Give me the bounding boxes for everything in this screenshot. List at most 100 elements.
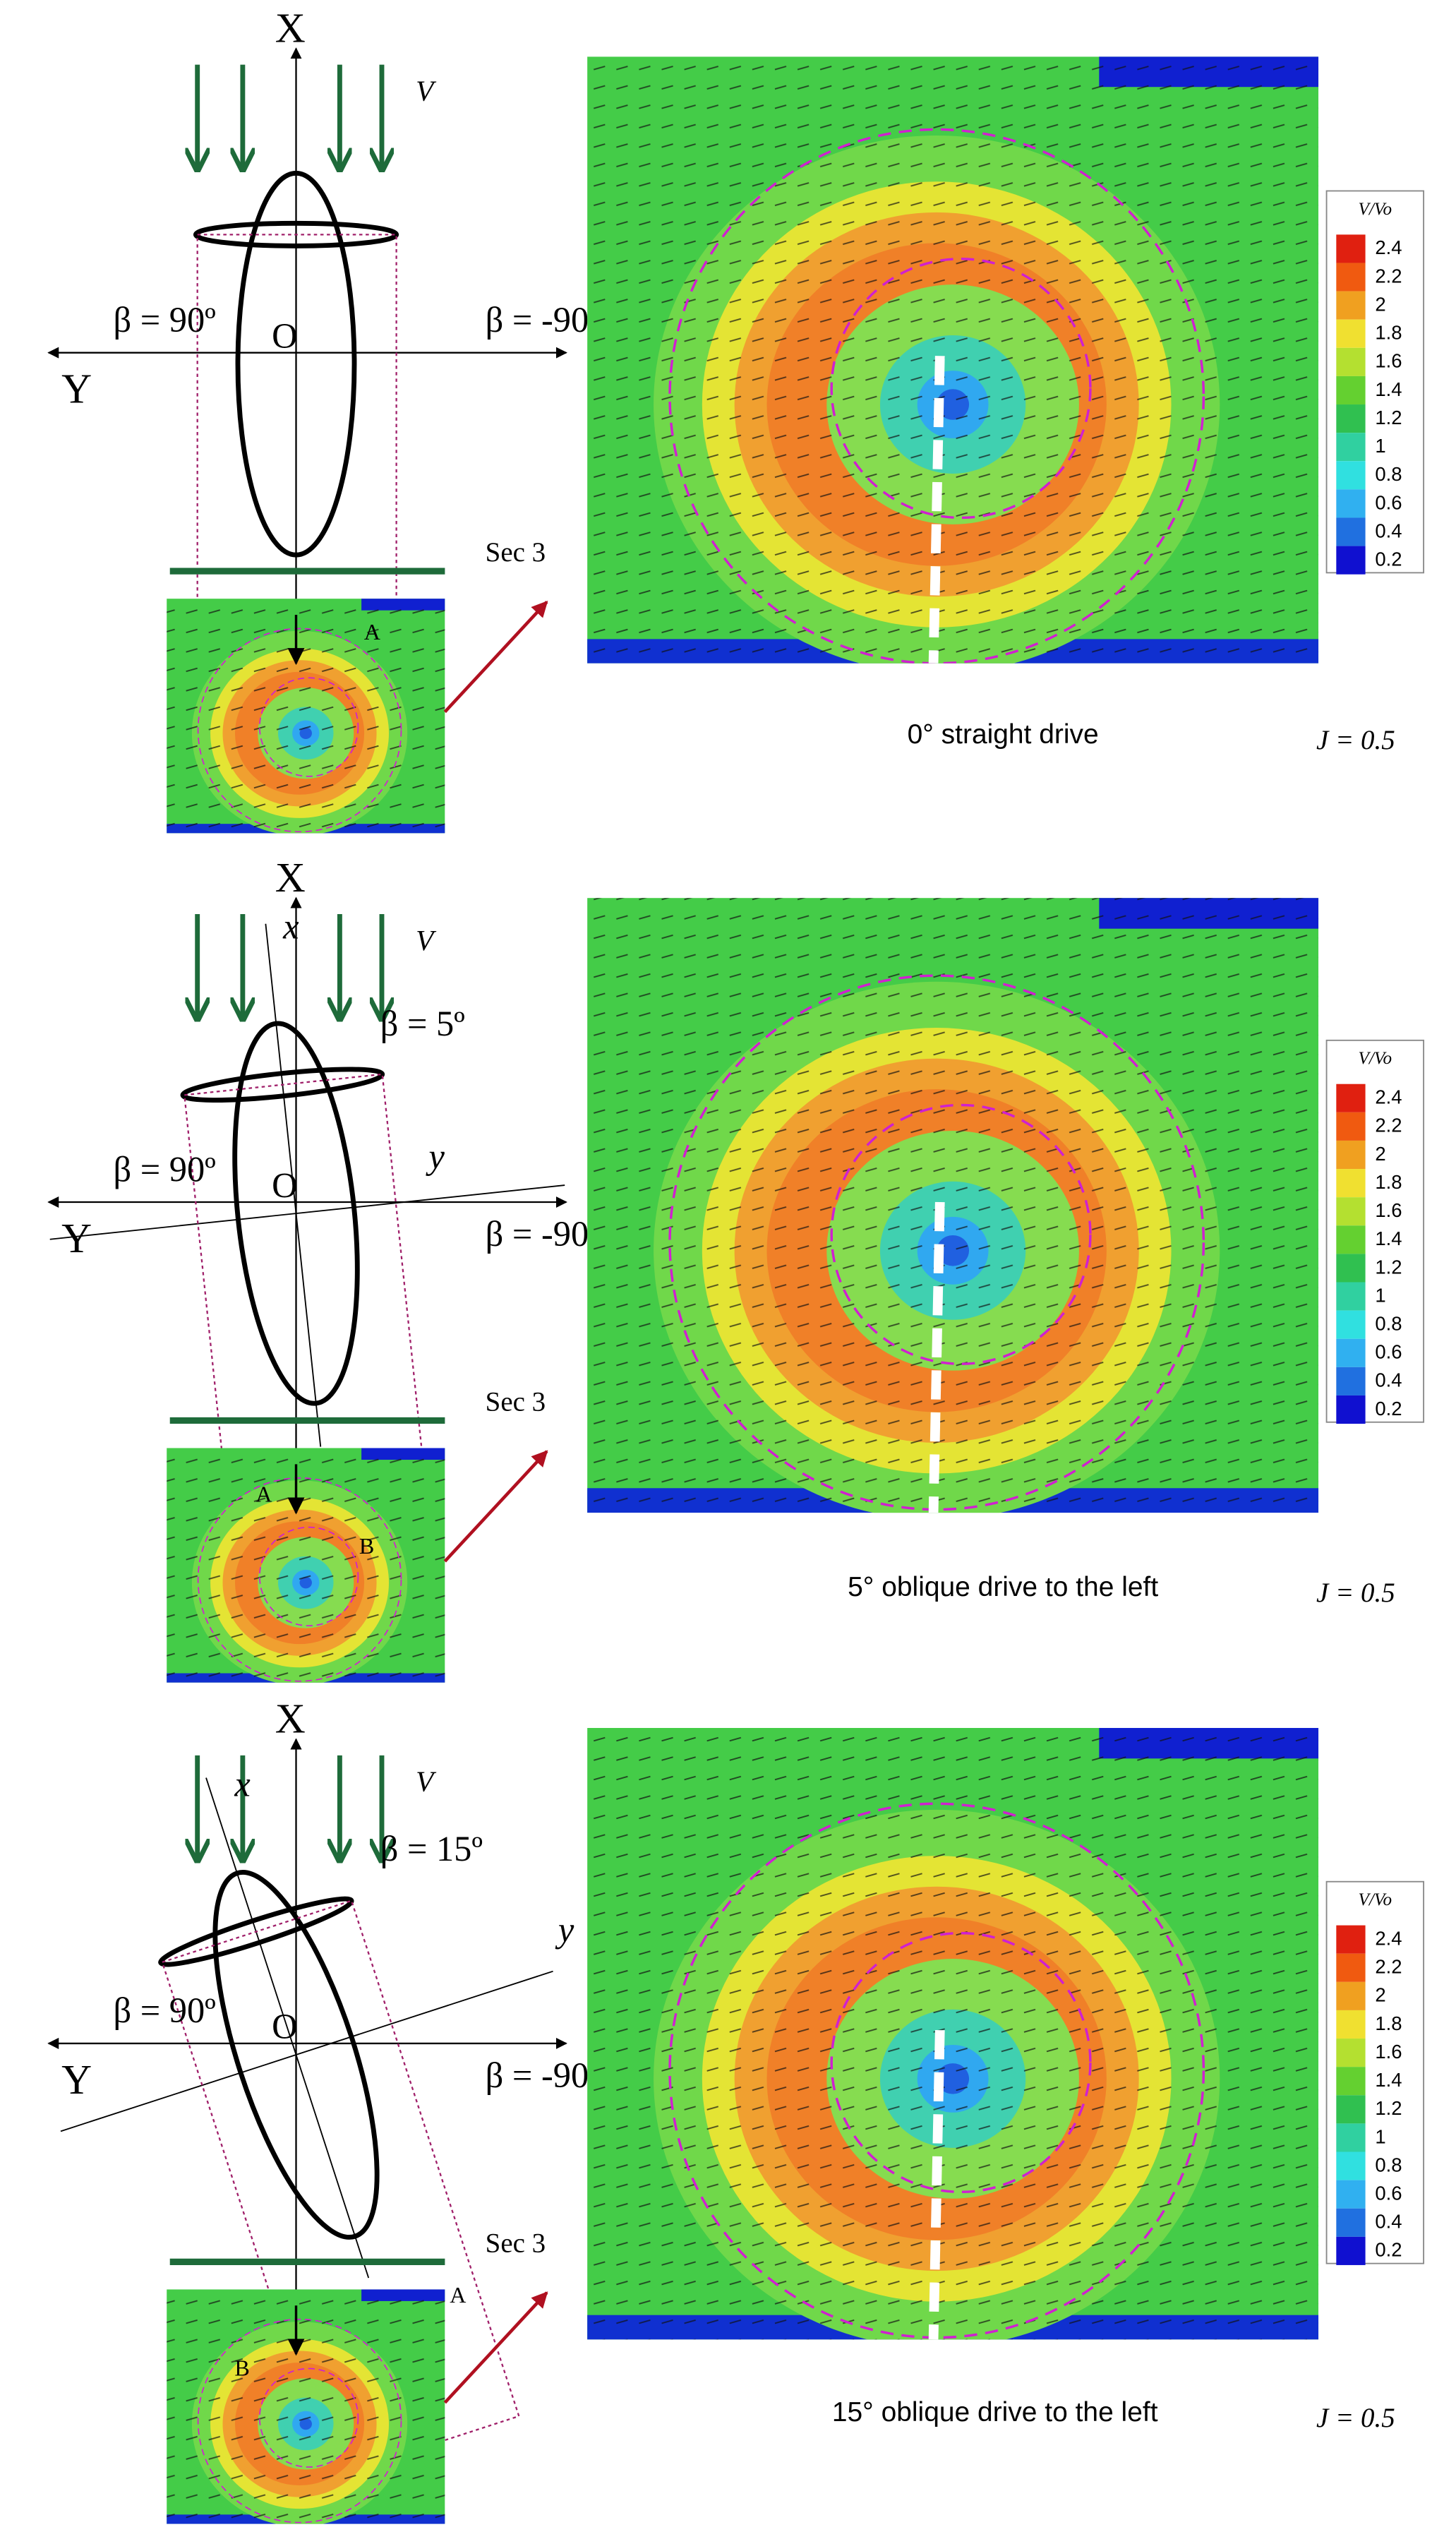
- advance-ratio: J = 0.5: [1316, 725, 1395, 755]
- colorbar-swatch: [1336, 2208, 1366, 2237]
- contour-map: [167, 2289, 445, 2524]
- point-label: A: [450, 2282, 466, 2307]
- hull-outline: [232, 1021, 360, 1406]
- dashed-ring: [830, 1931, 1092, 2194]
- panel: X Y V Oβ = 90º β = -90º x y β = 15º Sec 3 A B V/Vo 2…: [47, 1695, 1425, 2524]
- section-label: Sec 3: [486, 2228, 546, 2258]
- colorbar-tick: 2: [1375, 1984, 1385, 2006]
- beta-heading: β = 15º: [380, 1829, 483, 1868]
- colorbar-tick: 0.4: [1375, 2211, 1402, 2233]
- colorbar-tick: 1.4: [1375, 1228, 1402, 1249]
- dashed-ring: [668, 974, 1205, 1511]
- colorbar-tick: 0.8: [1375, 463, 1402, 485]
- colorbar-tick: 1.8: [1375, 322, 1402, 344]
- colorbar-tick: 1.8: [1375, 1171, 1402, 1193]
- colorbar-title: V/Vo: [1359, 1049, 1392, 1068]
- hull-outline: [235, 170, 357, 558]
- zoom-arrow: [443, 2291, 548, 2404]
- vectors: [167, 1448, 445, 1683]
- axis-x-label: X: [275, 1695, 306, 1742]
- colorbar-tick: 2.4: [1375, 1927, 1402, 1949]
- colorbar-tick: 2: [1375, 1143, 1385, 1165]
- axis-y-label: Y: [61, 2056, 92, 2103]
- hull: [193, 73, 399, 778]
- point-label: B: [359, 1533, 374, 1559]
- beta-left: β = 90º: [114, 1991, 216, 2030]
- colorbar-swatch: [1336, 1112, 1366, 1141]
- colorbar-swatch: [1336, 1953, 1366, 1982]
- colorbar-swatch: [1336, 2123, 1366, 2152]
- caption: 15° oblique drive to the left: [832, 2397, 1158, 2427]
- section-label: Sec 3: [486, 537, 546, 568]
- dashed-ring: [830, 1103, 1092, 1365]
- colorbar-swatch: [1336, 1367, 1366, 1395]
- colorbar-swatch: [1336, 2010, 1366, 2039]
- contour-map: [587, 898, 1319, 1513]
- zoom-arrow: [443, 1450, 548, 1563]
- projection: [161, 1899, 520, 2479]
- colorbar-tick: 2.2: [1375, 265, 1402, 287]
- section-label: Sec 3: [486, 1386, 546, 1417]
- dashed-ring: [258, 2367, 359, 2468]
- point-label: A: [364, 619, 380, 644]
- colorbar-tick: 0.2: [1375, 2239, 1402, 2261]
- colorbar-swatch: [1336, 1282, 1366, 1311]
- colorbar-tick: 1.6: [1375, 350, 1402, 372]
- body-y-label: y: [555, 1910, 574, 1950]
- velocity-label: V: [416, 924, 437, 956]
- panel: X Y V Oβ = 90º β = -90º Sec 3 A V/Vo 2.4 2.2 2 1.8 1…: [47, 5, 1425, 834]
- centerline: [928, 1201, 945, 1513]
- colorbar-title: V/Vo: [1359, 1890, 1392, 1909]
- vectors: [587, 56, 1319, 664]
- hull-outline: [212, 1870, 380, 2240]
- dashed-ring: [258, 677, 359, 777]
- hull: [49, 923, 565, 1635]
- beta-right: β = -90º: [486, 1214, 600, 1254]
- beta-left: β = 90º: [114, 300, 216, 340]
- beta-right: β = -90º: [486, 2055, 600, 2095]
- colorbar-swatch: [1336, 2236, 1366, 2265]
- colorbar-tick: 1.2: [1375, 407, 1402, 428]
- colorbar-tick: 1.4: [1375, 2069, 1402, 2091]
- colorbar-tick: 1: [1375, 2125, 1385, 2147]
- colorbar-tick: 0.6: [1375, 491, 1402, 513]
- colorbar-tick: 0.2: [1375, 1398, 1402, 1419]
- colorbar-title: V/Vo: [1359, 200, 1392, 219]
- contour-map: [167, 1448, 445, 1683]
- beta-left: β = 90º: [114, 1149, 216, 1189]
- colorbar-tick: 1.6: [1375, 2041, 1402, 2063]
- body-axis: [205, 1777, 370, 2279]
- advance-ratio: J = 0.5: [1316, 2403, 1395, 2433]
- colorbar-tick: 0.4: [1375, 520, 1402, 541]
- colorbar-tick: 1.2: [1375, 2097, 1402, 2119]
- vectors: [167, 2289, 445, 2524]
- colorbar-swatch: [1336, 1338, 1366, 1367]
- colorbar-swatch: [1336, 319, 1366, 348]
- dashed-ring: [197, 2318, 402, 2523]
- body-x-label: x: [282, 907, 299, 947]
- origin-label: O: [272, 1165, 297, 1205]
- colorbar-swatch: [1336, 433, 1366, 462]
- centerline: [928, 2029, 945, 2340]
- colorbar-tick: 1.8: [1375, 2012, 1402, 2034]
- beta-right: β = -90º: [486, 300, 600, 340]
- propeller-disk: [193, 220, 399, 248]
- caption: 0° straight drive: [908, 719, 1099, 750]
- colorbar-tick: 0.8: [1375, 2154, 1402, 2175]
- contour-map: [587, 56, 1319, 664]
- colorbar: V/Vo 2.4 2.2 2 1.8 1.6 1.4 1.2 1 0.8 0.6 0.4 0.2: [1325, 1880, 1425, 2265]
- point-label: B: [234, 2355, 249, 2380]
- colorbar-tick: 2.2: [1375, 1956, 1402, 1978]
- colorbar-tick: 2.2: [1375, 1115, 1402, 1136]
- dashed-ring: [197, 1477, 402, 1682]
- caption: 5° oblique drive to the left: [848, 1572, 1158, 1602]
- colorbar-tick: 1.6: [1375, 1199, 1402, 1221]
- colorbar-swatch: [1336, 2180, 1366, 2209]
- colorbar-tick: 0.8: [1375, 1312, 1402, 1334]
- colorbar-swatch: [1336, 2039, 1366, 2067]
- dashed-ring: [258, 1526, 359, 1627]
- body-axis: [265, 923, 322, 1447]
- colorbar-swatch: [1336, 376, 1366, 405]
